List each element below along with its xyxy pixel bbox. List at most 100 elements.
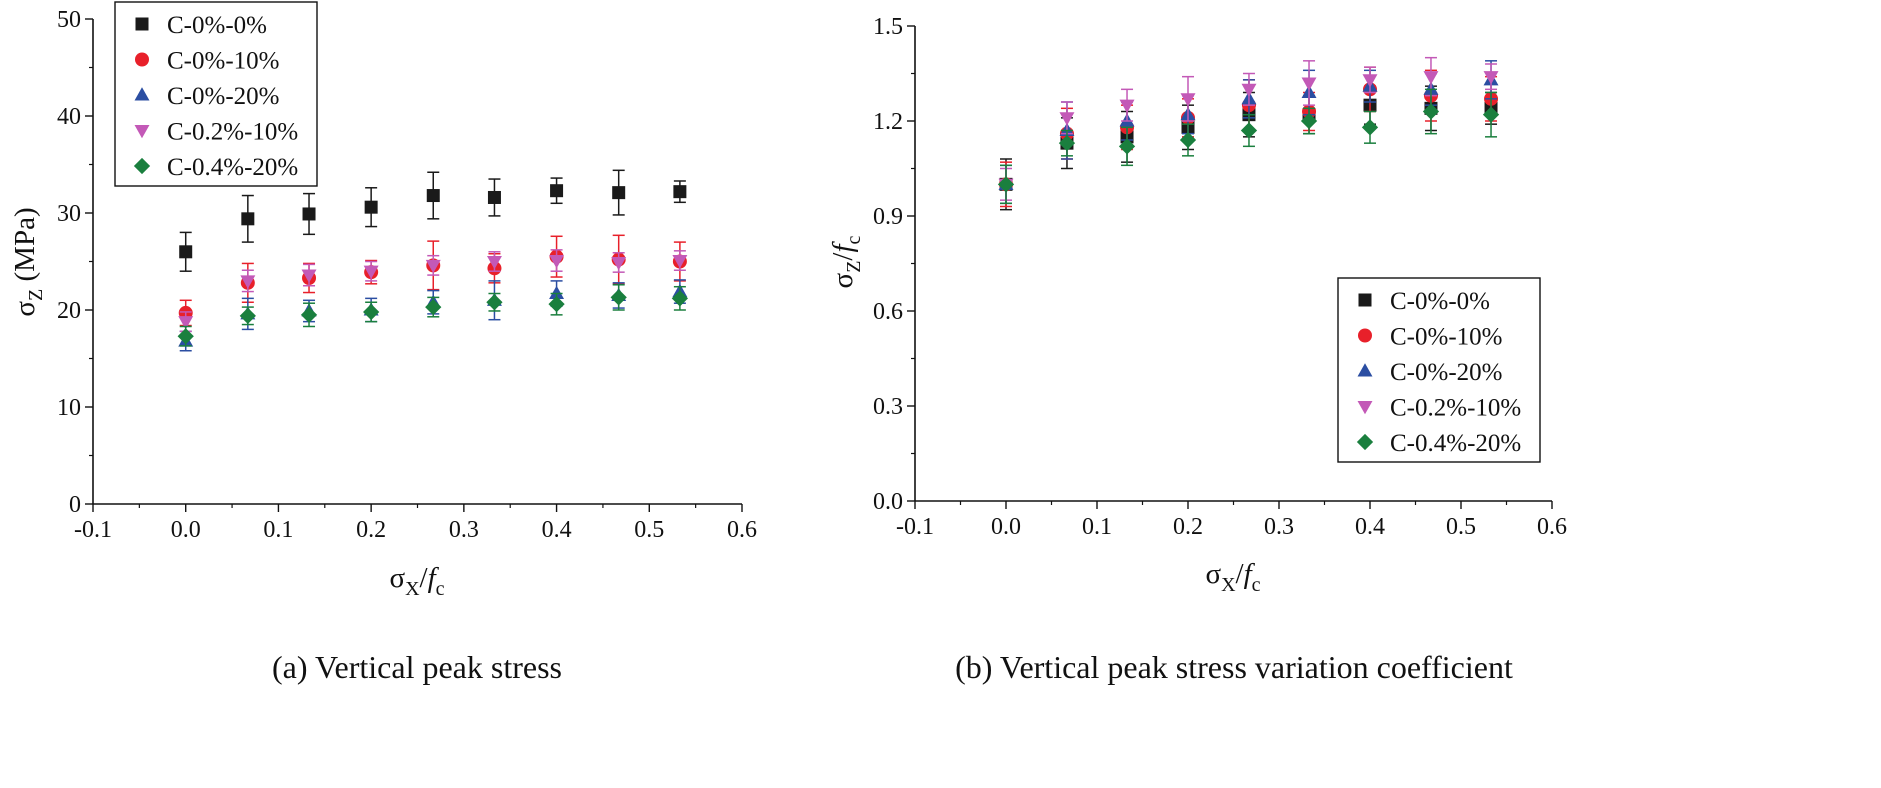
data-point <box>487 190 501 204</box>
data-point <box>240 275 256 289</box>
y-tick-label: 0.9 <box>873 204 903 230</box>
y-tick-label: 1.2 <box>873 109 903 135</box>
y-axis-label-sep: / <box>827 252 859 261</box>
data-point <box>1059 112 1075 126</box>
legend-marker <box>1357 363 1373 377</box>
data-point <box>178 316 194 330</box>
series-C-0.4%-20% <box>997 88 1500 205</box>
data-point <box>1482 106 1500 123</box>
data-point <box>1118 138 1136 155</box>
panel-a: -0.1 0.0 0.1 0.2 0.3 0.4 0.5 0.6 0 10 20 30 40 50 C-0%… <box>9 1 757 685</box>
y-tick-label: 30 <box>57 201 81 227</box>
y-axis-label-unit: (MPa) <box>9 207 41 288</box>
y-axis-label: σZ/fc <box>827 235 865 288</box>
legend-marker <box>135 17 149 31</box>
legend: C-0%-0% C-0%-10% C-0%-20% C-0.2%-10% C-0.4%-… <box>1337 277 1541 463</box>
data-point <box>179 245 193 259</box>
x-tick-label: 0.3 <box>1264 514 1294 540</box>
data-point <box>239 307 256 324</box>
legend-label: C-0%-10% <box>1390 324 1502 351</box>
data-point <box>1300 112 1318 130</box>
legend-label: C-0%-0% <box>1390 288 1490 315</box>
data-point <box>1361 119 1379 136</box>
data-point <box>1240 122 1258 139</box>
data-point <box>486 294 503 311</box>
y-tick-label: 10 <box>57 395 81 421</box>
legend: C-0%-0% C-0%-10% C-0%-20% C-0.2%-10% C-0.4%-… <box>114 1 318 187</box>
legend-label: C-0%-20% <box>1390 359 1502 386</box>
x-tick-label: 0.1 <box>263 517 293 543</box>
y-axis-label-symbol: σ <box>9 301 41 317</box>
x-axis-label-varsub: c <box>436 578 445 600</box>
x-axis-label-varsub: c <box>1252 574 1261 596</box>
x-tick-label: 0.5 <box>1446 514 1476 540</box>
data-point <box>610 289 627 306</box>
x-axis-label-symbol: σ <box>389 562 405 594</box>
y-tick-label: 1.5 <box>873 14 903 40</box>
x-axis-label: σX/fc <box>1205 558 1260 596</box>
x-axis-label-sep: / <box>420 562 429 594</box>
data-point <box>177 328 194 345</box>
panel-b: -0.1 0.0 0.1 0.2 0.3 0.4 0.5 0.60.00.30.60.91.2… <box>827 14 1567 685</box>
data-point <box>612 186 626 200</box>
x-tick-label: 0.6 <box>727 517 757 543</box>
x-tick-label: 0.1 <box>1082 514 1112 540</box>
data-point <box>997 176 1015 193</box>
x-axis-label: σX/fc <box>389 562 444 600</box>
x-tick-label: -0.1 <box>74 517 112 543</box>
legend-label: C-0%-20% <box>167 83 279 110</box>
data-point <box>548 296 565 313</box>
data-point <box>301 269 317 283</box>
x-tick-label: 0.3 <box>449 517 479 543</box>
legend-marker <box>1358 293 1372 307</box>
y-tick-label: 0.6 <box>873 299 903 325</box>
legend-label: C-0%-10% <box>167 48 279 75</box>
data-point <box>1362 74 1378 88</box>
legend-marker <box>1358 328 1372 343</box>
data-point <box>1180 93 1196 107</box>
x-tick-label: 0.4 <box>1355 514 1385 540</box>
data-point <box>673 185 687 199</box>
data-point <box>363 303 380 321</box>
x-axis-label-sub: X <box>405 578 420 600</box>
x-tick-label: 0.2 <box>356 517 386 543</box>
data-point <box>426 189 440 203</box>
y-axis-label-symbol: σ <box>827 272 859 288</box>
data-point <box>671 290 689 307</box>
legend-marker <box>135 52 149 67</box>
data-point <box>363 265 379 279</box>
legend-box <box>1337 277 1541 463</box>
x-tick-label: 0.0 <box>171 517 201 543</box>
data-point <box>1119 99 1135 113</box>
legend-label: C-0.4%-20% <box>167 154 298 181</box>
data-point <box>1483 71 1499 85</box>
data-point <box>425 259 441 274</box>
legend-marker <box>1357 400 1373 415</box>
y-axis-label-sub: Z <box>843 261 865 273</box>
x-axis-label-sep: / <box>1236 558 1245 590</box>
legend-box <box>114 1 318 187</box>
series-C-0.2%-10% <box>998 56 1499 201</box>
x-tick-label: -0.1 <box>896 514 934 540</box>
series-C-0%-0% <box>179 169 687 272</box>
data-point <box>1422 103 1440 120</box>
panel-caption: (b) Vertical peak stress variation coeff… <box>955 649 1513 685</box>
series-C-0.4%-20% <box>177 284 689 347</box>
data-point <box>1058 135 1076 152</box>
data-point <box>486 255 502 270</box>
y-axis-label: σZ (MPa) <box>9 207 47 316</box>
data-point <box>302 207 316 221</box>
legend-label: C-0.2%-10% <box>1390 395 1521 422</box>
y-axis-label-varsub: c <box>843 235 865 244</box>
panel-caption: (a) Vertical peak stress <box>272 649 562 685</box>
data-point <box>550 184 564 198</box>
legend-label: C-0.4%-20% <box>1390 430 1521 457</box>
series-C-0.2%-10% <box>178 249 688 333</box>
x-tick-label: 0.6 <box>1537 514 1567 540</box>
x-tick-label: 0.0 <box>991 514 1021 540</box>
y-tick-label: 50 <box>57 7 81 33</box>
data-point <box>300 306 318 323</box>
data-point <box>364 200 378 214</box>
x-axis-label-symbol: σ <box>1205 558 1221 590</box>
